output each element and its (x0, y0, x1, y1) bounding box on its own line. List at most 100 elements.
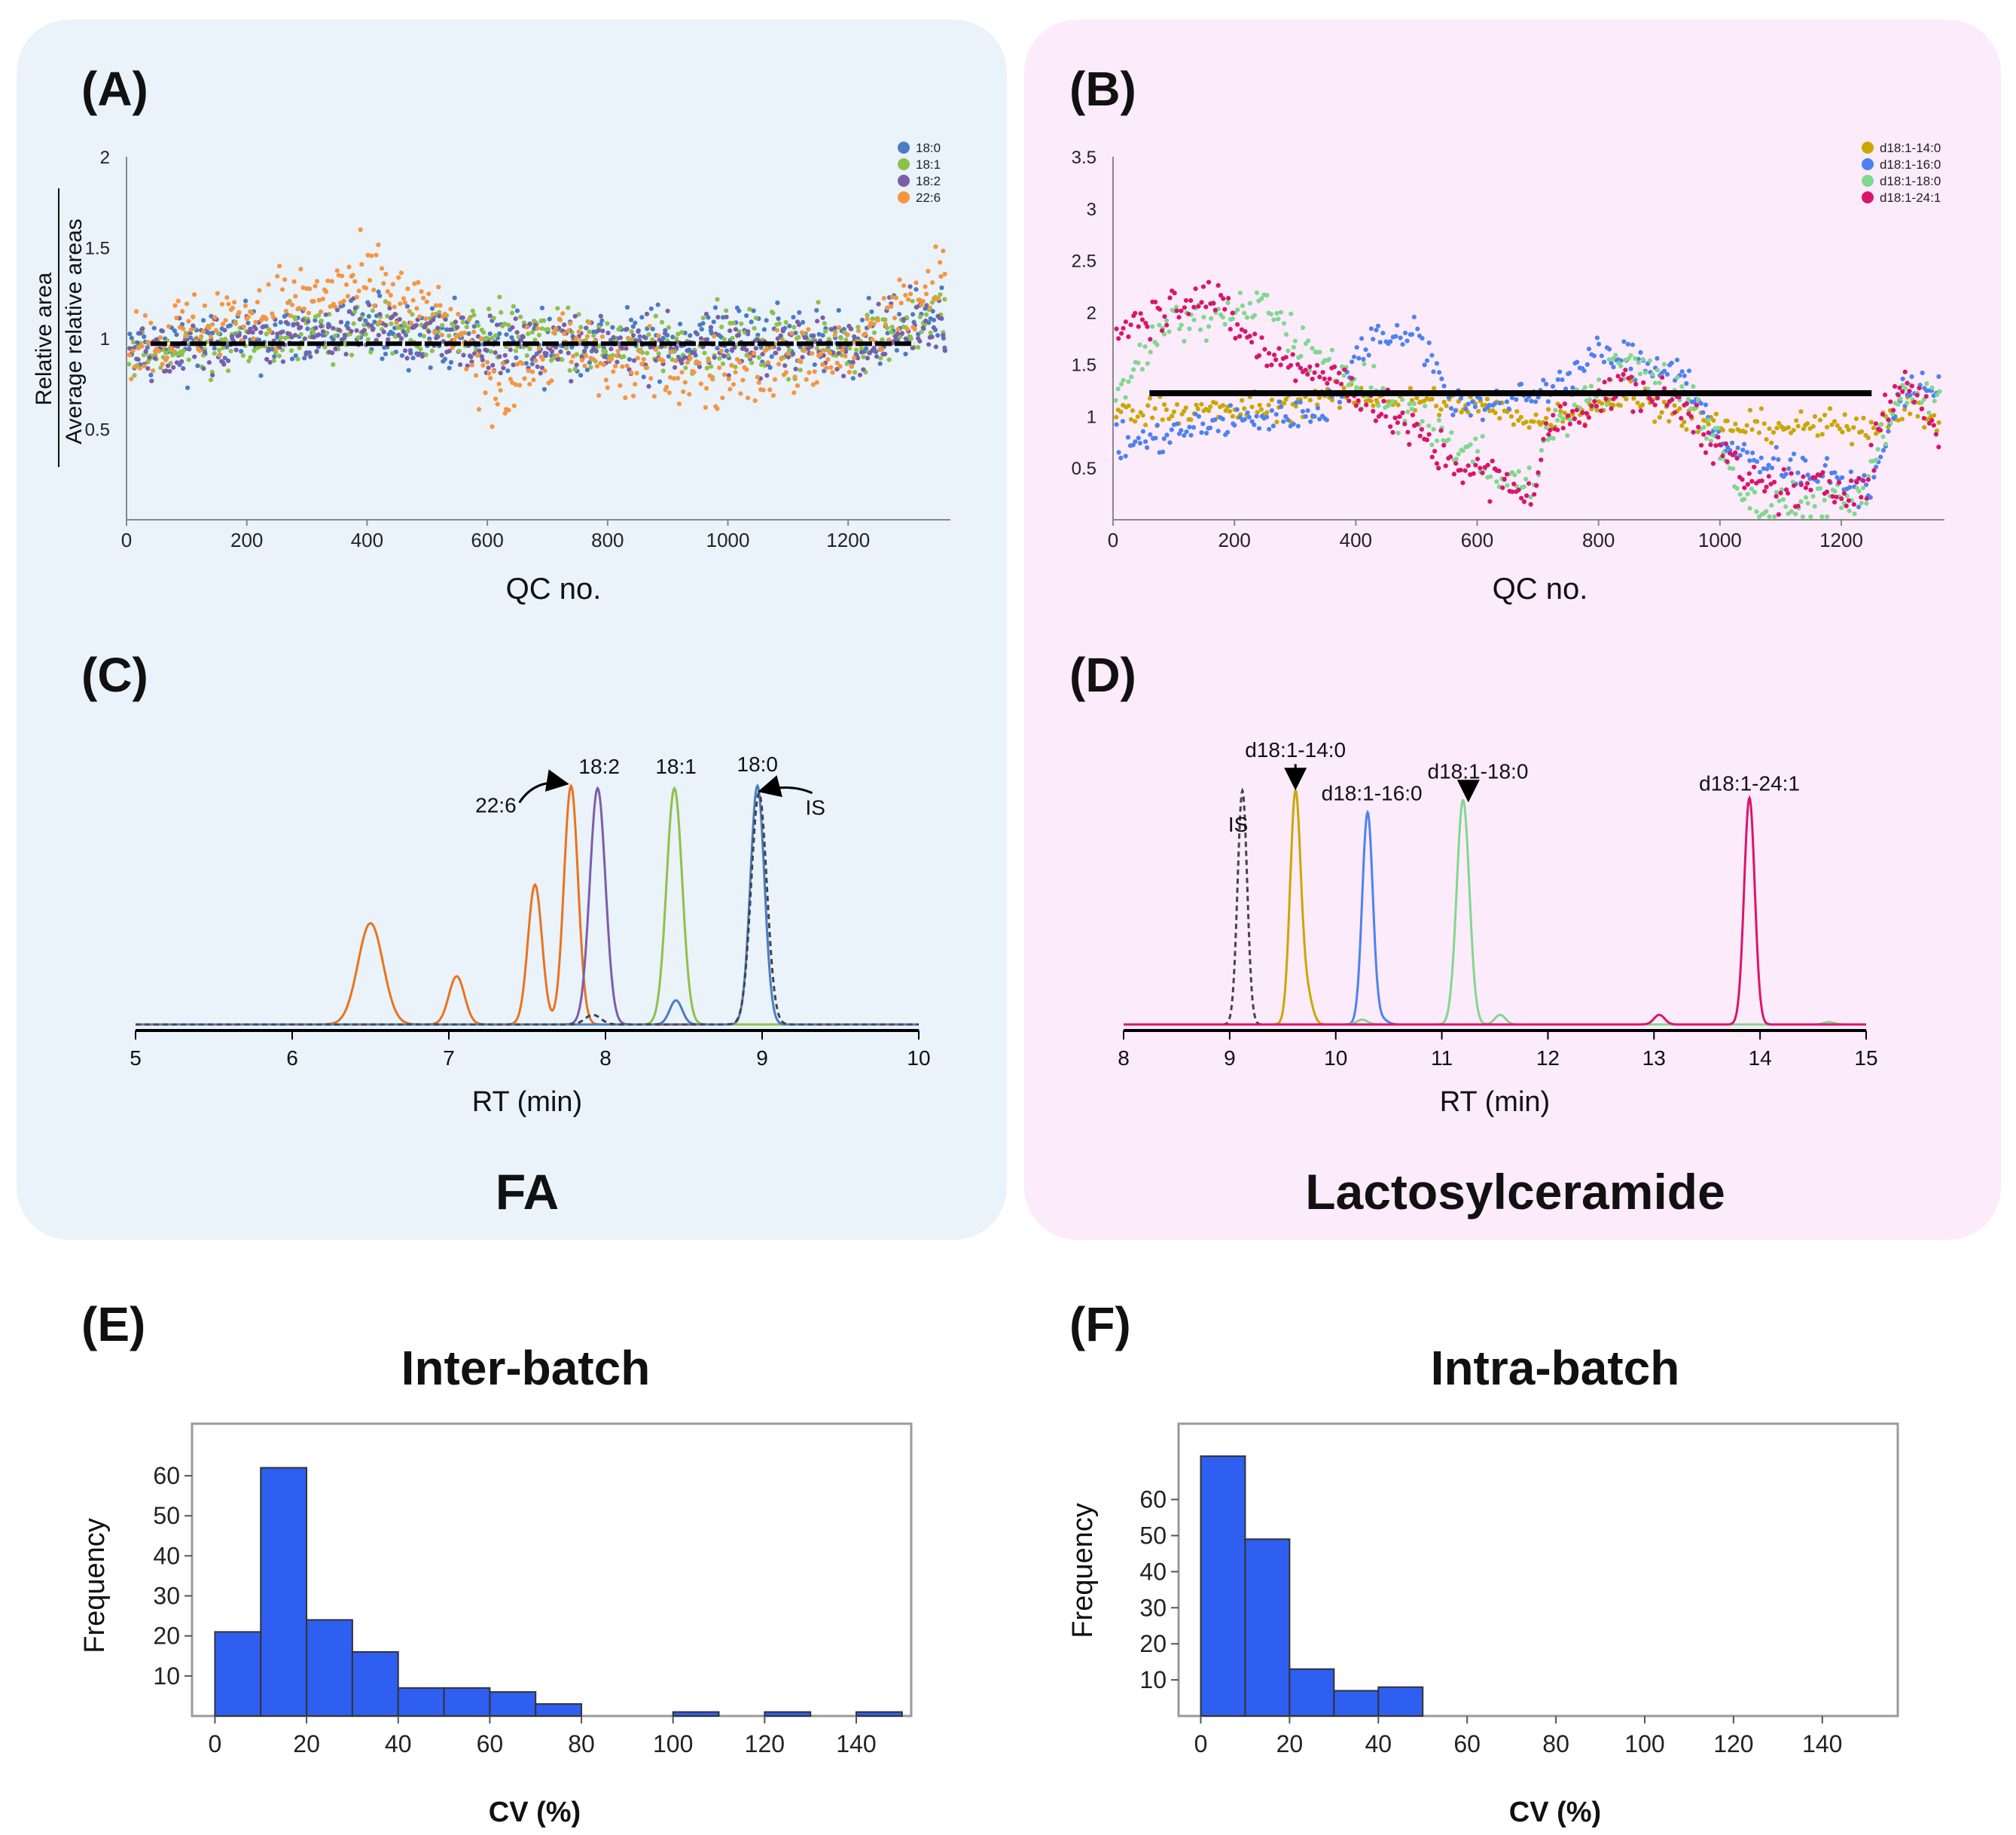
data-point (1516, 417, 1521, 423)
data-point (1212, 417, 1218, 423)
data-point (843, 337, 849, 343)
data-point (1279, 404, 1284, 410)
data-point (1742, 496, 1747, 502)
data-point (435, 325, 441, 331)
data-point (1589, 403, 1594, 409)
data-point (1359, 336, 1365, 341)
data-point (1347, 398, 1352, 404)
data-point (1203, 430, 1209, 436)
data-point (691, 370, 697, 375)
x-tick-label-d: 9 (1224, 1046, 1236, 1070)
data-point (1830, 493, 1835, 499)
data-point (1415, 326, 1420, 331)
data-point (717, 356, 722, 361)
data-point (493, 396, 499, 402)
data-point (511, 362, 516, 368)
x-tick-label-e: 120 (745, 1730, 785, 1757)
x-tick-label-b: 400 (1340, 529, 1372, 551)
data-point (429, 348, 435, 353)
data-point (532, 326, 537, 331)
data-point (1426, 340, 1432, 346)
data-point (1682, 373, 1687, 378)
data-point (288, 348, 294, 353)
data-point (885, 305, 890, 310)
data-point (1757, 469, 1763, 475)
x-tick-label-d: 12 (1536, 1046, 1560, 1070)
data-point (1716, 435, 1721, 440)
data-point (202, 350, 208, 355)
data-point (494, 322, 500, 328)
data-point (657, 379, 663, 384)
data-point (1164, 318, 1170, 323)
data-point (849, 364, 854, 369)
data-point (1529, 398, 1534, 404)
data-point (1195, 406, 1200, 411)
data-point (1235, 322, 1240, 327)
data-point (679, 330, 685, 335)
data-point (248, 355, 253, 360)
data-point (495, 402, 500, 407)
data-point (1123, 319, 1128, 325)
x-tick-label-a: 800 (591, 529, 624, 551)
data-point (871, 346, 877, 351)
data-point (1795, 503, 1801, 508)
data-point (334, 307, 340, 313)
data-point (653, 347, 658, 353)
data-point (236, 332, 242, 337)
data-point (343, 352, 349, 357)
data-point (1613, 353, 1618, 358)
data-point (246, 320, 251, 325)
data-point (1618, 363, 1624, 369)
data-point (1584, 411, 1589, 416)
data-point (1213, 401, 1218, 406)
data-point (1706, 430, 1711, 435)
data-point (1131, 367, 1136, 372)
data-point (1449, 430, 1454, 435)
data-point (279, 347, 285, 353)
data-point (615, 349, 621, 354)
data-point (1781, 467, 1786, 472)
data-point (1716, 426, 1721, 431)
data-point (1859, 500, 1864, 505)
data-point (1551, 435, 1556, 441)
data-point (889, 304, 894, 309)
data-point (1572, 402, 1577, 408)
data-point (1255, 410, 1260, 415)
data-point (558, 317, 563, 322)
data-point (1865, 435, 1871, 441)
data-point (1771, 479, 1777, 485)
data-point (770, 310, 776, 316)
data-point (170, 353, 175, 358)
y-label-e: Frequency (79, 1518, 111, 1653)
data-point (1254, 414, 1259, 419)
data-point (1786, 425, 1791, 430)
data-point (1856, 504, 1862, 510)
data-point (1295, 423, 1301, 429)
data-point (200, 328, 206, 334)
data-point (532, 319, 537, 324)
data-point (376, 332, 381, 337)
data-point (1414, 395, 1420, 401)
data-point (522, 376, 527, 381)
data-point (532, 337, 538, 343)
data-point (1798, 409, 1804, 414)
data-point (1505, 483, 1510, 488)
data-point (1148, 337, 1153, 342)
data-point (342, 332, 347, 337)
data-point (1143, 320, 1148, 326)
data-point (1755, 459, 1760, 464)
data-point (491, 368, 497, 374)
data-point (270, 347, 275, 352)
data-point (239, 349, 244, 354)
data-point (846, 369, 852, 375)
data-point (1119, 331, 1124, 336)
data-point (1336, 371, 1342, 376)
data-point (707, 373, 712, 378)
data-point (320, 329, 326, 334)
data-point (682, 355, 688, 360)
data-point (1295, 362, 1301, 367)
data-point (1592, 398, 1597, 404)
data-point (1221, 403, 1226, 408)
data-point (1395, 420, 1400, 426)
data-point (1153, 299, 1158, 304)
